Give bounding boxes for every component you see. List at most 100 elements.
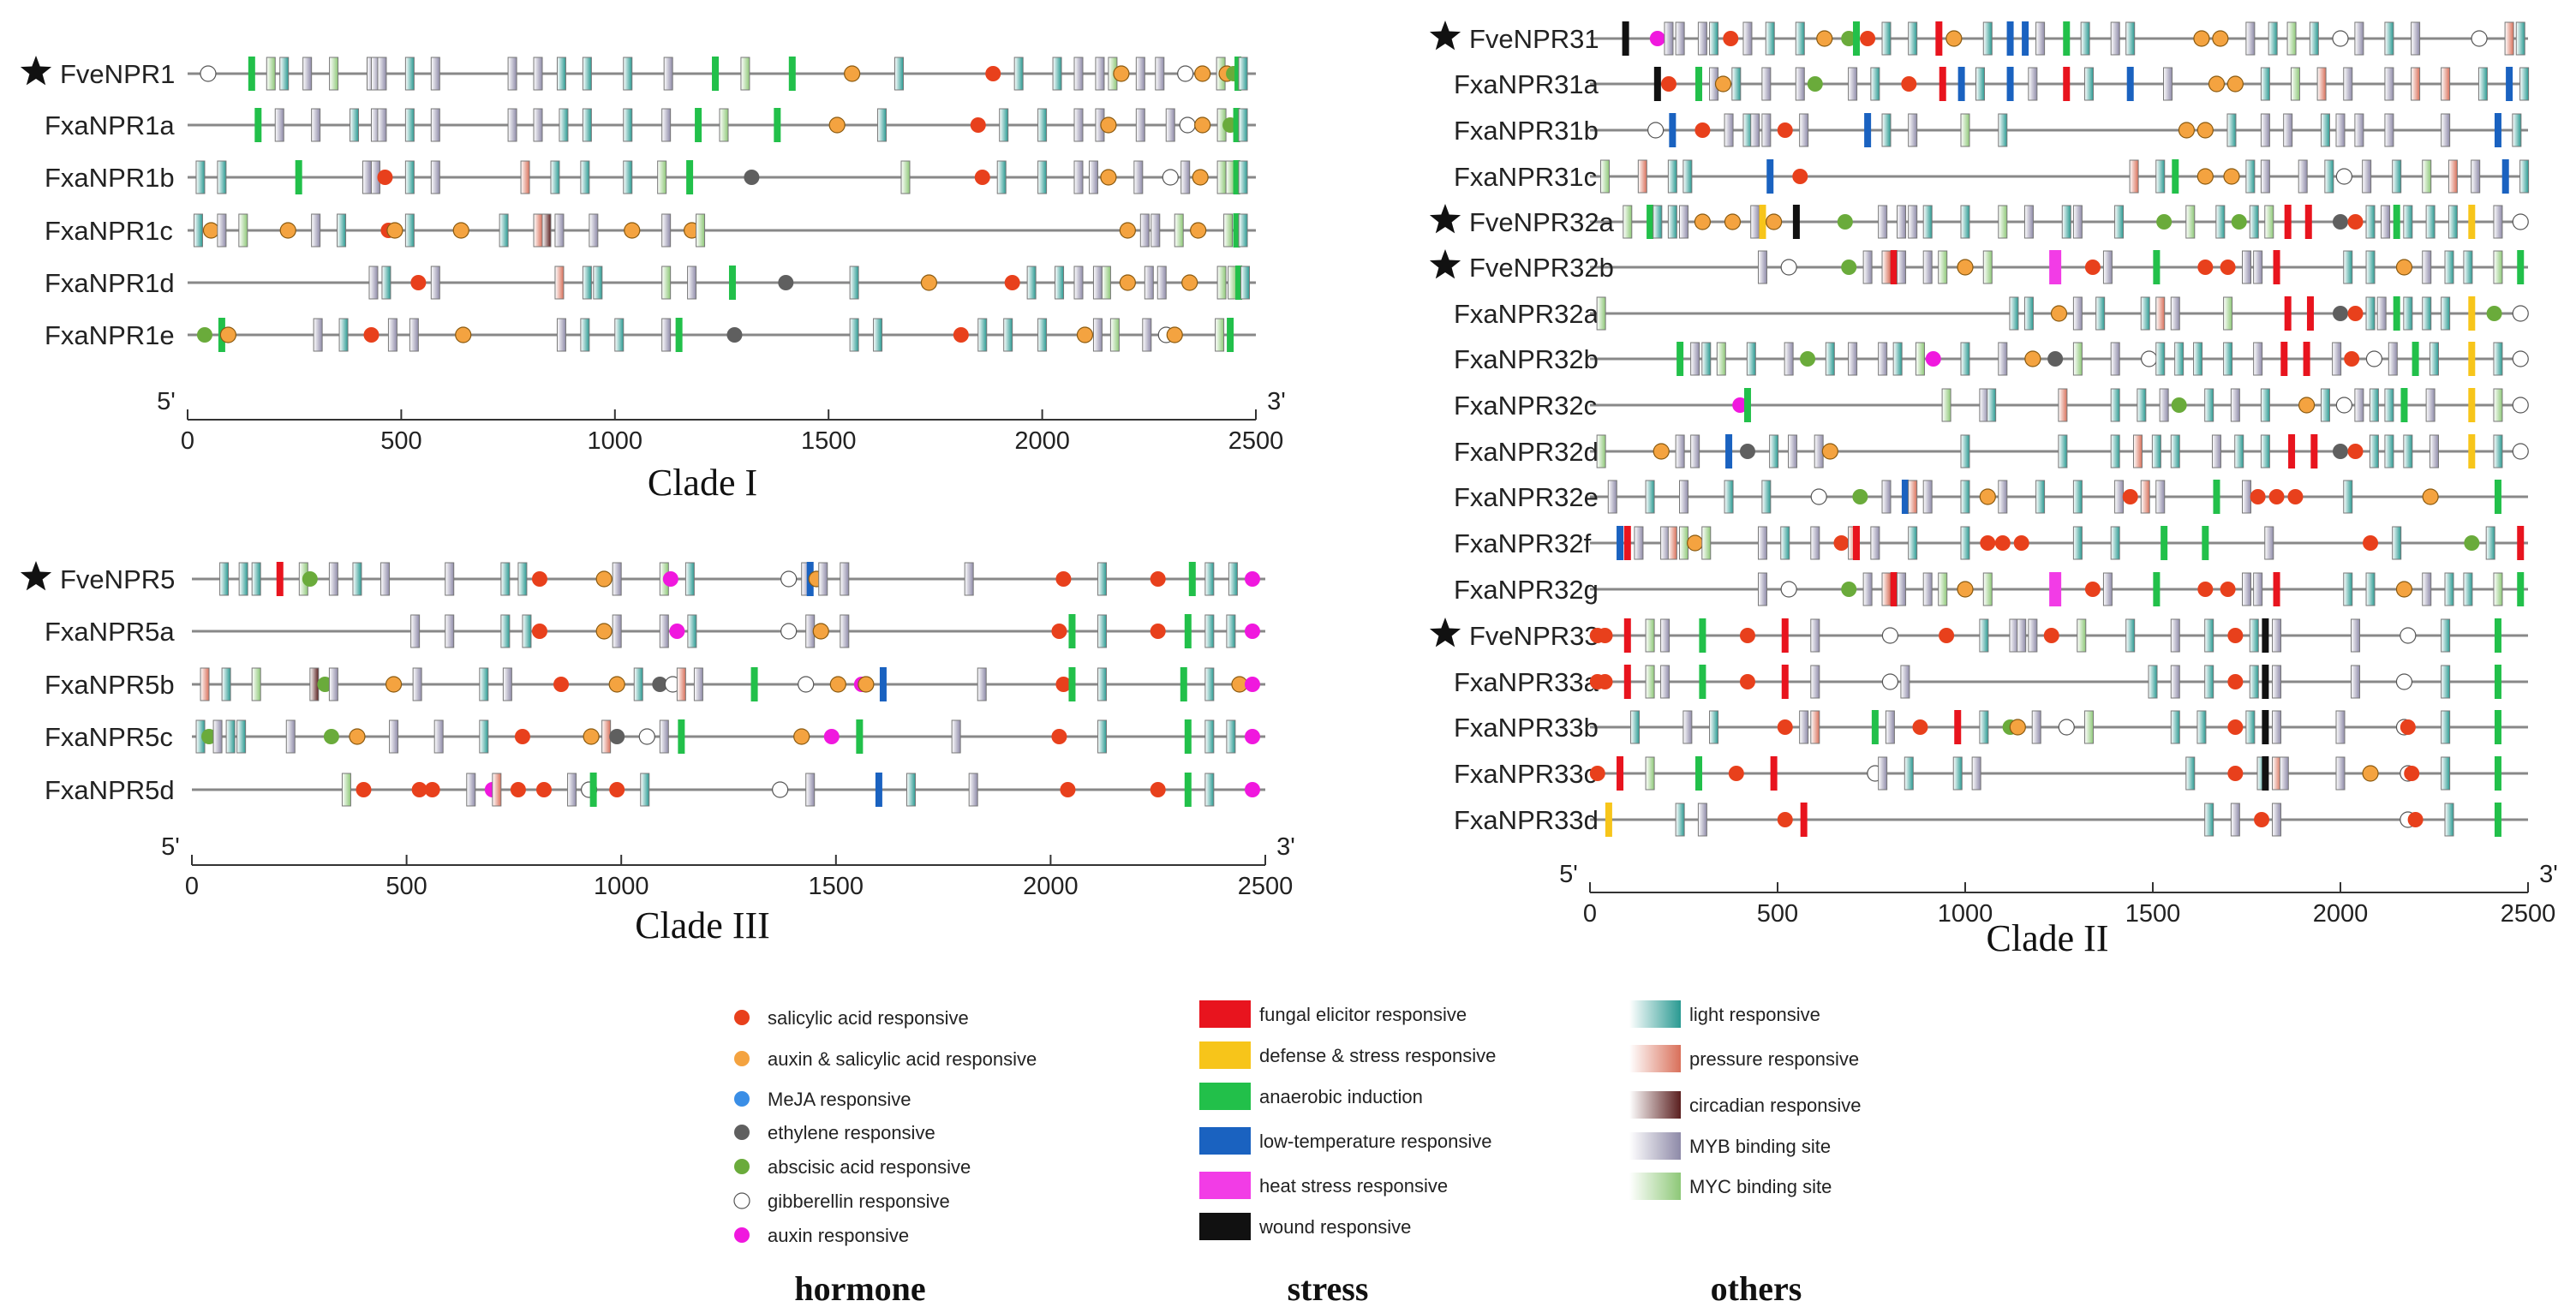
site-lowtemp bbox=[2022, 21, 2029, 56]
site-anaer bbox=[1180, 667, 1187, 701]
site-myb bbox=[1750, 113, 1760, 147]
site-myb bbox=[556, 318, 566, 352]
site-gib bbox=[2335, 168, 2352, 185]
site-light bbox=[2084, 67, 2095, 101]
site-myb bbox=[2253, 572, 2263, 606]
site-myb bbox=[977, 667, 987, 701]
site-anaer bbox=[2393, 296, 2400, 331]
legend-swatch-fungal bbox=[1199, 1000, 1251, 1028]
site-fungal bbox=[1800, 803, 1808, 837]
site-lowtemp bbox=[2506, 67, 2513, 101]
site-aux_sa bbox=[1714, 75, 1732, 93]
legend-swatch-sa bbox=[734, 1010, 750, 1025]
site-myb bbox=[2272, 618, 2282, 653]
site-anaer bbox=[589, 773, 597, 807]
star-icon bbox=[1429, 249, 1461, 279]
site-myc bbox=[1645, 618, 1655, 653]
gene-row: FxaNPR5c bbox=[45, 719, 1265, 754]
site-myb bbox=[285, 719, 296, 754]
site-lowtemp bbox=[1864, 113, 1872, 147]
site-light bbox=[1870, 67, 1880, 101]
site-light bbox=[623, 57, 633, 91]
legend-label-myb: MYB binding site bbox=[1689, 1136, 1831, 1157]
site-eth bbox=[778, 275, 794, 290]
gene-label: FxaNPR32g bbox=[1454, 575, 1599, 605]
site-aux_sa bbox=[2212, 30, 2229, 47]
site-myb bbox=[2230, 388, 2240, 422]
site-press bbox=[2132, 434, 2143, 469]
site-sa bbox=[1739, 628, 1755, 643]
legend-label-wound: wound responsive bbox=[1258, 1216, 1411, 1238]
site-light bbox=[381, 266, 391, 300]
site-aux_sa bbox=[1957, 259, 1974, 276]
site-aux_sa bbox=[793, 728, 810, 745]
site-aba bbox=[2156, 214, 2173, 230]
site-lowtemp bbox=[1617, 526, 1624, 560]
site-myb bbox=[1908, 205, 1918, 239]
site-anaer bbox=[2494, 803, 2501, 837]
site-def bbox=[2468, 342, 2476, 376]
site-light bbox=[1204, 614, 1215, 648]
site-anaer bbox=[2153, 572, 2161, 606]
site-anaer bbox=[1852, 21, 1860, 56]
site-myb bbox=[2335, 113, 2346, 147]
legend-swatch-aba bbox=[734, 1159, 750, 1174]
site-aux_sa bbox=[279, 222, 296, 239]
site-sa bbox=[1051, 624, 1067, 639]
site-aux_sa bbox=[1194, 116, 1211, 134]
site-gib bbox=[1810, 488, 1827, 505]
axis: 0 500 1000 1500 2000 2500 5' 3' bbox=[157, 388, 1286, 455]
legend-label-aux: auxin responsive bbox=[768, 1225, 909, 1246]
site-gib bbox=[1177, 65, 1194, 82]
site-light bbox=[977, 318, 988, 352]
site-anaer bbox=[1233, 108, 1240, 142]
site-sa bbox=[2227, 766, 2244, 781]
site-myb bbox=[412, 667, 422, 701]
site-light bbox=[582, 266, 592, 300]
legend-swatch-meja bbox=[734, 1091, 750, 1107]
site-myb bbox=[1682, 710, 1693, 744]
site-fungal bbox=[1852, 526, 1860, 560]
site-light bbox=[2110, 388, 2120, 422]
site-myb bbox=[387, 318, 397, 352]
site-gib bbox=[772, 781, 789, 798]
site-press bbox=[1637, 159, 1647, 194]
site-light bbox=[500, 562, 511, 596]
gene-label: FveNPR32a bbox=[1469, 207, 1615, 237]
site-aba bbox=[201, 729, 218, 744]
site-myc bbox=[2084, 710, 2095, 744]
site-aux_sa bbox=[1979, 488, 1996, 505]
gene-row: FxaNPR1c bbox=[45, 213, 1256, 248]
gene-row: FxaNPR5d bbox=[45, 773, 1265, 807]
site-myb bbox=[368, 266, 379, 300]
site-light bbox=[350, 108, 360, 142]
site-myb bbox=[328, 667, 338, 701]
site-sa bbox=[553, 677, 570, 692]
site-myc bbox=[1216, 266, 1227, 300]
site-myb bbox=[1810, 618, 1820, 653]
tick-label: 500 bbox=[380, 427, 421, 455]
site-myb bbox=[1092, 318, 1103, 352]
site-myc bbox=[2422, 159, 2432, 194]
site-light bbox=[2249, 665, 2259, 699]
site-light bbox=[2140, 296, 2150, 331]
site-gib bbox=[1780, 581, 1797, 598]
site-light bbox=[2174, 342, 2185, 376]
site-anaer bbox=[1695, 756, 1703, 791]
site-aux_sa bbox=[452, 222, 469, 239]
site-myb bbox=[2272, 803, 2282, 837]
site-light bbox=[1097, 562, 1108, 596]
site-myb bbox=[2114, 480, 2125, 514]
site-myc bbox=[900, 160, 911, 194]
site-light bbox=[2204, 388, 2214, 422]
site-aux_sa bbox=[1687, 534, 1704, 552]
site-aux_sa bbox=[595, 570, 613, 588]
site-light bbox=[1667, 159, 1677, 194]
site-light bbox=[1769, 434, 1779, 469]
site-light bbox=[2441, 756, 2451, 791]
site-press bbox=[1881, 572, 1892, 606]
legend-swatch-wound bbox=[1199, 1213, 1251, 1240]
site-sa bbox=[1055, 677, 1072, 692]
site-gib bbox=[2335, 397, 2352, 414]
